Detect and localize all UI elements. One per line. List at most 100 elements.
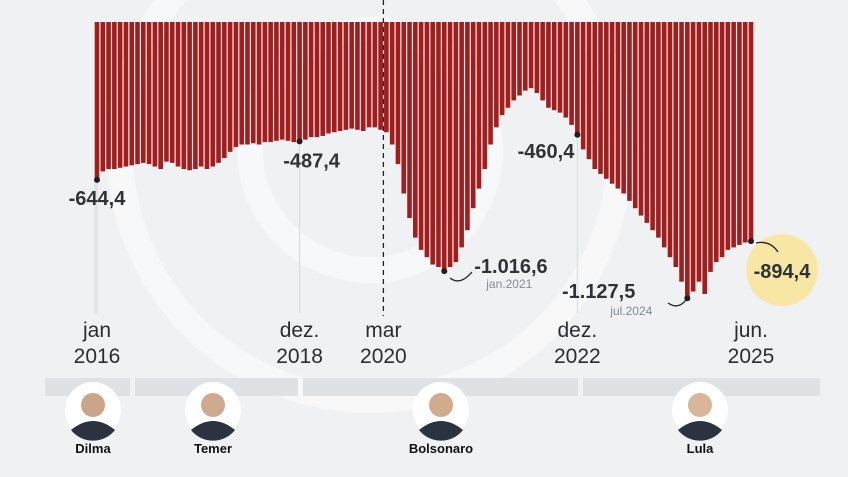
bar [436,22,441,267]
photo-face [201,393,225,417]
photo-face [81,393,105,417]
bar [395,22,401,165]
bar [239,22,244,145]
bar [731,22,736,248]
bar [667,22,673,258]
bar [505,22,511,108]
bar [100,22,106,172]
point [441,268,448,275]
bar [320,22,326,136]
bar [274,22,279,141]
photo-body [419,421,463,441]
x-tick-label: jan 2016 [73,319,121,368]
photo-face [429,393,453,417]
bar [615,22,621,189]
arrow [449,271,473,282]
bar [575,22,580,135]
bar [592,22,598,169]
bar [331,22,337,133]
value-label: -894,4 [754,261,812,283]
bar [627,22,632,201]
bar [250,22,256,144]
bar [551,22,557,111]
bar [534,22,540,94]
bar [314,22,320,138]
bar [737,22,742,245]
bar [470,22,476,209]
photo-face [688,393,712,417]
bar [661,22,667,248]
bar [679,22,684,282]
bar [742,22,748,243]
president-name: Dilma [75,441,111,456]
bar [204,22,210,169]
bar [360,22,366,132]
bar [210,22,216,167]
president-name: Lula [687,441,714,456]
bar [673,22,679,267]
bar [227,22,233,152]
bar [279,22,285,140]
bar [719,22,725,258]
bar [187,22,192,171]
bar [563,22,569,118]
bar [384,22,389,133]
point [574,131,581,138]
bar [123,22,129,167]
bar [609,22,615,184]
bar [465,22,470,231]
bar [268,22,273,143]
bar [297,22,302,142]
bar [117,22,123,168]
bar [355,22,360,130]
bar [372,22,378,128]
bar [378,22,383,130]
bar [644,22,650,223]
bar [164,22,169,162]
bar [401,22,407,194]
bar [604,22,609,179]
bar [245,22,250,145]
photo-body [678,421,722,441]
bar [748,22,754,242]
bar [308,22,314,138]
bar [326,22,331,134]
value-label: -487,4 [283,150,341,172]
bar [557,22,563,113]
point [684,295,691,302]
president-name: Temer [194,441,232,456]
bar [586,22,592,160]
bar [94,22,100,180]
bar [430,22,435,265]
x-tick-label: mar 2020 [360,319,407,368]
bar [222,22,227,158]
bar [488,22,493,145]
bar [685,22,690,299]
x-tick-label: dez. 2022 [554,319,601,368]
bar [447,22,453,267]
arrow [755,241,779,253]
bar [459,22,464,248]
bar [198,22,204,167]
bar [112,22,117,169]
point [94,176,100,183]
bar [713,22,719,263]
bar [696,22,702,282]
bar [621,22,626,194]
bar [441,22,447,272]
date-label: jul.2024 [609,304,652,318]
bar [424,22,430,258]
bar [407,22,412,218]
value-label: -1.016,6 [474,256,547,278]
bar [598,22,603,174]
bar [569,22,574,125]
point [296,138,303,145]
bar [349,22,354,129]
photo-body [191,421,235,441]
bar [632,22,638,209]
bar [413,22,418,238]
value-label: -644,4 [69,188,127,210]
bar [540,22,545,101]
bar [169,22,175,163]
